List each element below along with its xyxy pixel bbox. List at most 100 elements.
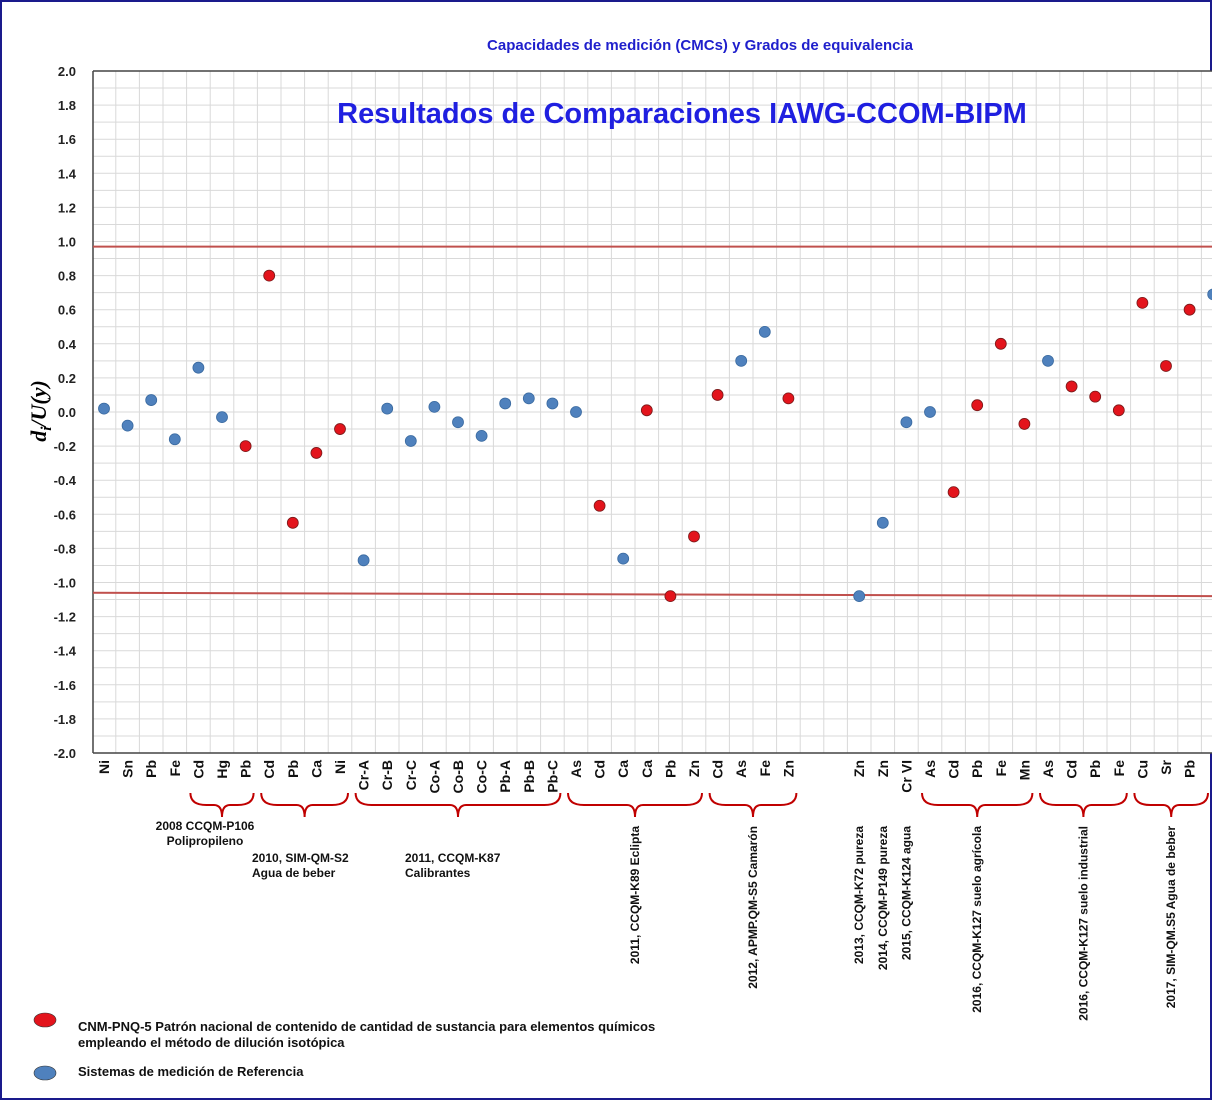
y-tick-label: 0.6 (58, 303, 76, 318)
x-tick-label: Fe (993, 760, 1009, 777)
data-point (1160, 360, 1172, 372)
data-point (192, 361, 205, 374)
data-point (782, 392, 795, 405)
y-tick-label: 1.0 (58, 235, 76, 250)
y-label-rest: /U(y) (26, 380, 51, 428)
data-point (263, 269, 276, 282)
y-tick-label: 0.8 (58, 269, 76, 284)
x-tick-label: Cd (261, 760, 277, 779)
data-point (98, 402, 110, 415)
legend-entry: Sistemas de medición de Referencia (78, 1064, 303, 1079)
x-tick-label: Pb-C (544, 760, 560, 793)
group-label: 2011, CCQM-K87 (405, 851, 501, 865)
x-tick-label: Sn (120, 760, 136, 778)
x-tick-label: Cu (1134, 760, 1150, 779)
data-point (286, 516, 299, 529)
x-tick-label: As (1040, 760, 1056, 778)
data-point (924, 406, 936, 418)
data-point (1089, 390, 1102, 403)
x-tick-label: Ca (639, 760, 655, 778)
x-tick-label: As (568, 760, 584, 778)
data-point (617, 552, 630, 565)
x-tick-label: Ca (308, 760, 324, 778)
data-point (640, 404, 653, 417)
data-point (1136, 296, 1149, 309)
group-label: 2016, CCQM-K127 suelo agrícola (970, 826, 984, 1013)
x-tick-label: As (922, 760, 938, 778)
group-label: Calibrantes (405, 866, 471, 880)
group-label: 2012, APMP.QM-S5 Camarón (746, 826, 760, 989)
data-point (853, 590, 866, 603)
data-point (1065, 380, 1078, 393)
chart-subtitle: Resultados de Comparaciones IAWG-CCOM-BI… (337, 98, 1027, 130)
data-point (357, 554, 370, 567)
x-tick-label: Zn (875, 760, 891, 777)
data-point (239, 440, 252, 453)
y-tick-label: -0.8 (54, 541, 76, 556)
group-brace (708, 792, 798, 818)
x-tick-label: Pb (1182, 760, 1198, 778)
data-point (546, 397, 559, 410)
data-point (216, 411, 228, 424)
data-point (570, 406, 582, 418)
x-tick-label: Pb (238, 760, 254, 778)
data-point (876, 516, 889, 529)
x-tick-label: Zn (851, 760, 867, 777)
group-brace (921, 792, 1034, 818)
data-point (593, 499, 606, 512)
x-tick-label: Co-C (474, 760, 490, 793)
reference-line (92, 591, 1212, 598)
x-tick-label: Sr (1158, 759, 1174, 774)
data-point (121, 419, 134, 432)
x-tick-label: Hg (214, 760, 230, 779)
data-point (1042, 354, 1054, 367)
y-tick-label: 1.6 (58, 132, 76, 147)
x-tick-label: Fe (757, 760, 773, 777)
legend-text: CNM-PNQ-5 Patrón nacional de contenido d… (78, 1019, 656, 1050)
group-brace (354, 792, 562, 818)
y-tick-label: 0.0 (58, 405, 76, 420)
x-tick-label: As (733, 760, 749, 778)
data-point (711, 389, 724, 401)
data-point (428, 400, 441, 413)
x-tick-label: Zn (686, 760, 702, 777)
x-tick-label: Pb (285, 760, 301, 778)
x-tick-label: Cr-B (379, 760, 395, 790)
data-point (499, 397, 512, 410)
x-tick-label: Zn (780, 760, 796, 777)
data-point (475, 429, 488, 442)
legend-marker (33, 1012, 57, 1028)
group-brace (189, 792, 255, 818)
y-tick-label: -0.2 (54, 439, 76, 454)
data-point (664, 590, 677, 603)
data-point (522, 392, 535, 405)
group-label: 2013, CCQM-K72 pureza (852, 826, 866, 964)
x-tick-label: Cd (946, 760, 962, 779)
y-tick-label: 0.2 (58, 371, 76, 386)
y-tick-label: -2.0 (54, 746, 76, 761)
data-point (334, 423, 346, 435)
group-label: 2016, CCQM-K127 suelo industrial (1076, 826, 1090, 1021)
y-tick-label: 1.2 (58, 200, 76, 215)
x-tick-label: Cd (190, 760, 206, 779)
group-label: 2011, CCQM-K89 Eclipta (628, 826, 642, 964)
data-point (758, 325, 771, 338)
y-axis-label: di/U(y) (26, 380, 55, 442)
group-label: Polipropileno (167, 834, 244, 848)
group-label: 2010, SIM-QM-S2 (252, 851, 349, 865)
y-label-sub: i (39, 426, 55, 431)
y-tick-label: -0.6 (54, 507, 76, 522)
data-point (452, 416, 464, 429)
group-label: 2014, CCQM-P149 pureza (876, 826, 890, 970)
data-point (381, 402, 394, 415)
data-point (688, 530, 700, 543)
group-brace (1039, 792, 1128, 818)
data-point (1207, 288, 1212, 301)
data-point (1018, 418, 1031, 430)
data-point (994, 337, 1007, 350)
group-label: 2015, CCQM-K124 agua (899, 826, 913, 960)
data-point (735, 354, 748, 367)
x-tick-label: Co-A (426, 760, 442, 793)
x-tick-label: Ni (96, 760, 112, 774)
